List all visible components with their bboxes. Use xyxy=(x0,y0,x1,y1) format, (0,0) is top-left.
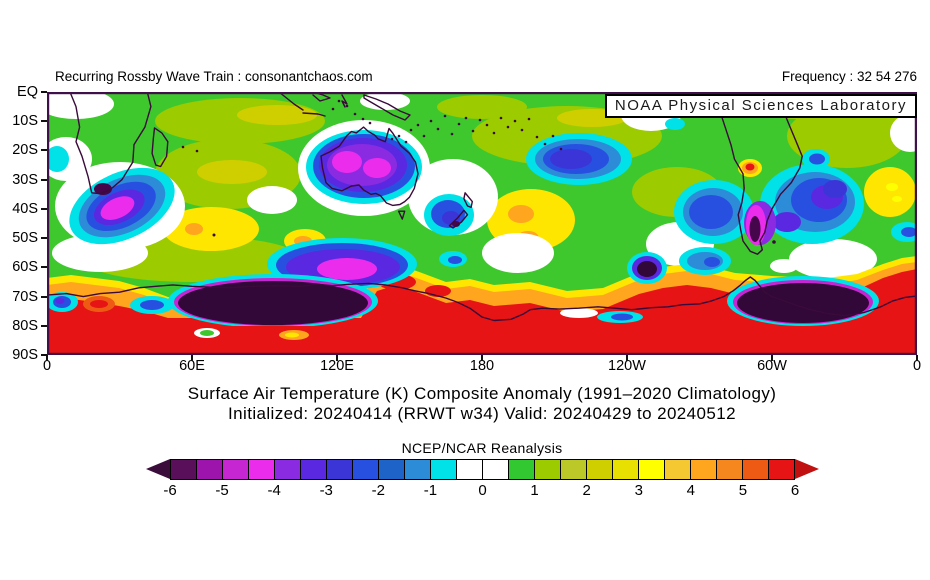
lat-tick-mark xyxy=(41,120,47,123)
island-dots xyxy=(181,99,776,244)
lat-tick-mark xyxy=(41,178,47,181)
lon-tick-label: 0 xyxy=(912,358,922,374)
colorbar-cell xyxy=(223,460,249,479)
lat-tick-label: 40S xyxy=(12,200,38,217)
lon-tick-label: 180 xyxy=(469,358,495,374)
colorbar-cell xyxy=(483,460,509,479)
lon-tick-mark xyxy=(336,355,338,361)
colorbar-cell xyxy=(769,460,794,479)
lat-tick-label: 90S xyxy=(12,346,38,363)
lon-tick-mark xyxy=(916,355,918,361)
lat-tick-mark xyxy=(41,207,47,210)
lat-tick-label: 60S xyxy=(12,259,38,276)
lon-tick-mark xyxy=(191,355,193,361)
colorbar-cell xyxy=(561,460,587,479)
colorbar-cell xyxy=(197,460,223,479)
lon-tick-label: 120W xyxy=(608,358,646,374)
chart-title: Surface Air Temperature (K) Composite An… xyxy=(187,384,777,403)
lat-tick-mark xyxy=(41,295,47,298)
noaa-watermark-box: NOAA Physical Sciences Laboratory xyxy=(604,94,917,118)
colorbar-cell xyxy=(691,460,717,479)
lat-tick-mark xyxy=(41,324,47,327)
colorbar-cell xyxy=(327,460,353,479)
lat-tick-label: 30S xyxy=(12,171,38,188)
colorbar-cell xyxy=(353,460,379,479)
lat-tick-label: 50S xyxy=(12,230,38,247)
lat-tick-label: 80S xyxy=(12,317,38,334)
map-frame-border xyxy=(47,92,917,355)
lat-tick-label: 10S xyxy=(12,113,38,130)
colorbar-tick-label: -5 xyxy=(215,482,229,499)
colorbar-cell xyxy=(665,460,691,479)
map-plot xyxy=(47,92,917,355)
colorbar-tick-label: 6 xyxy=(790,482,800,499)
lat-tick-mark xyxy=(41,353,47,356)
lat-tick-label: 70S xyxy=(12,288,38,305)
header-left-label: Recurring Rossby Wave Train : consonantc… xyxy=(55,69,373,84)
colorbar-tick-label: 0 xyxy=(478,482,487,499)
lat-tick-mark xyxy=(41,91,47,93)
lat-tick-mark xyxy=(41,266,47,269)
anomaly-field xyxy=(47,92,917,355)
lon-tick-mark xyxy=(626,355,628,361)
colorbar-tick-label: -1 xyxy=(423,482,438,499)
colorbar-cell xyxy=(639,460,665,479)
colorbar-cell xyxy=(717,460,743,479)
colorbar-tick-label: 3 xyxy=(634,482,643,499)
colorbar-tick-label: 1 xyxy=(530,482,539,499)
colorbar-cell xyxy=(249,460,275,479)
lat-tick-mark xyxy=(41,149,47,152)
coastlines xyxy=(47,92,917,322)
map-svg xyxy=(47,92,917,355)
colorbar-cell xyxy=(457,460,483,479)
lon-tick-label: 60E xyxy=(179,358,205,374)
colorbar-tick-label: -4 xyxy=(267,482,281,499)
lat-tick-mark xyxy=(41,237,47,240)
colorbar-cell xyxy=(301,460,327,479)
colorbar-right-arrow xyxy=(795,459,819,479)
colorbar-cell xyxy=(171,460,197,479)
colorbar-tick-label: 2 xyxy=(582,482,591,499)
lon-tick-mark xyxy=(481,355,483,361)
colorbar-left-arrow xyxy=(146,459,170,479)
colorbar-cell xyxy=(743,460,769,479)
colorbar-tick-label: 5 xyxy=(738,482,748,499)
colorbar-cell xyxy=(509,460,535,479)
colorbar-tick-label: -2 xyxy=(371,482,385,499)
lat-tick-label: EQ xyxy=(17,84,38,100)
colorbar-tick-label: -3 xyxy=(319,482,333,499)
noaa-watermark-text: NOAA Physical Sciences Laboratory xyxy=(614,97,907,114)
colorbar-tick-label: -6 xyxy=(163,482,177,499)
lon-tick-label: 60W xyxy=(757,358,787,374)
colorbar-title: NCEP/NCAR Reanalysis xyxy=(401,440,563,456)
colorbar-cell xyxy=(587,460,613,479)
lon-tick-mark xyxy=(771,355,773,361)
colorbar-tick-label: 4 xyxy=(686,482,695,499)
colorbar-cell xyxy=(379,460,405,479)
header-right-label: Frequency : 32 54 276 xyxy=(781,69,917,84)
lon-tick-mark xyxy=(46,355,48,361)
lat-tick-label: 20S xyxy=(12,142,38,159)
colorbar-cell xyxy=(431,460,457,479)
colorbar-cell xyxy=(405,460,431,479)
colorbar-cell xyxy=(613,460,639,479)
lon-tick-label: 120E xyxy=(320,358,354,374)
lon-tick-label: 0 xyxy=(42,358,52,374)
colorbar-cell xyxy=(275,460,301,479)
chart-subtitle: Initialized: 20240414 (RRWT w34) Valid: … xyxy=(228,404,736,423)
colorbar-cell xyxy=(535,460,561,479)
colorbar-cells xyxy=(170,459,795,480)
